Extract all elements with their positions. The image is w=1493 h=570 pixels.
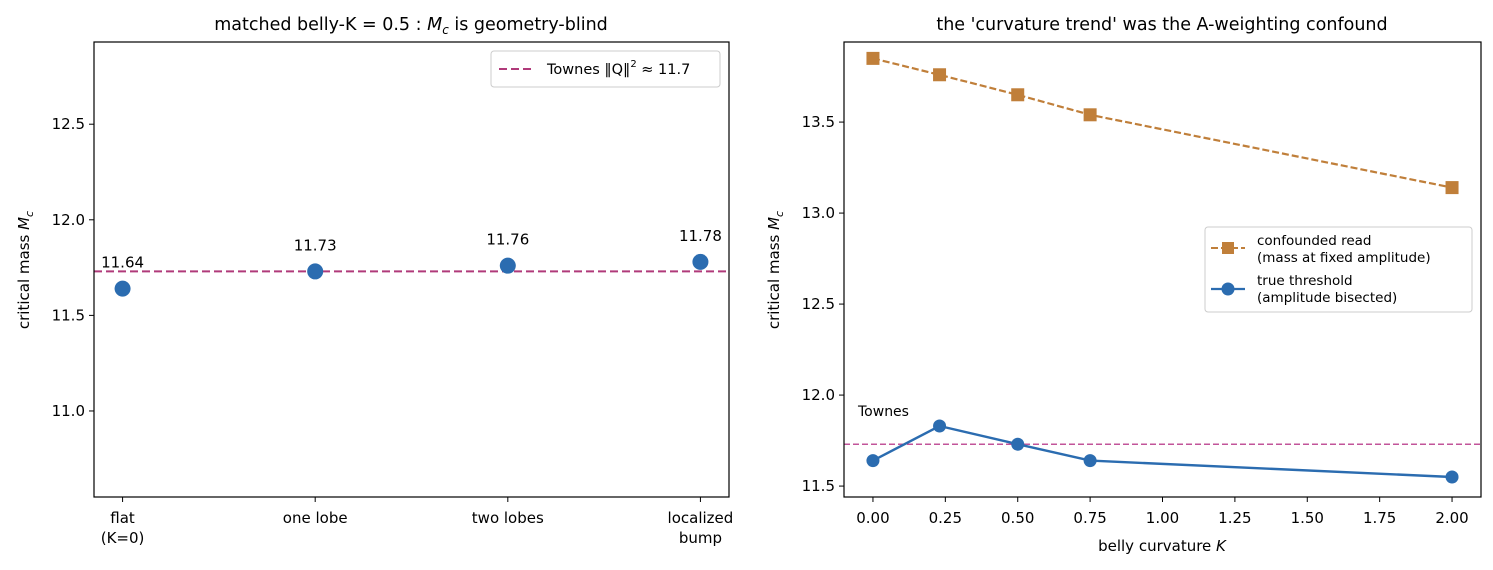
right-y-axis-label: critical mass Mc xyxy=(765,211,786,329)
left-legend-box xyxy=(490,50,721,88)
confounded-series-line xyxy=(872,57,1453,189)
true-threshold-point xyxy=(933,419,947,433)
left-value-label: 11.73 xyxy=(294,236,337,254)
left-data-point xyxy=(307,263,324,280)
left-y-tick-label: 11.0 xyxy=(52,402,85,420)
true-threshold-point xyxy=(1445,470,1459,484)
left-data-point xyxy=(114,280,131,297)
left-data-point xyxy=(499,257,516,274)
left-y-tick-label: 12.0 xyxy=(52,211,85,229)
right-y-tick-label: 12.0 xyxy=(802,386,835,404)
left-value-label: 11.78 xyxy=(679,227,722,245)
confounded-legend-label-line2: (mass at fixed amplitude) xyxy=(1257,250,1431,266)
left-y-tick-label: 12.5 xyxy=(52,115,85,133)
right-x-tick-label: 1.00 xyxy=(1146,509,1179,527)
left-data-point xyxy=(692,253,709,270)
true-threshold-legend-label-line1: true threshold xyxy=(1257,273,1353,289)
left-x-tick-label: localized xyxy=(668,509,734,527)
left-value-labels: 11.64 11.73 11.76 11.78 xyxy=(101,227,722,272)
left-plot-frame xyxy=(93,41,730,498)
right-y-tick-label: 12.5 xyxy=(802,295,835,313)
right-x-tick-label: 0.25 xyxy=(929,509,962,527)
right-x-axis-label: belly curvature K xyxy=(1098,537,1227,555)
true-threshold-series-line xyxy=(872,424,1453,479)
left-chart: matched belly-K = 0.5 : Mc is geometry-b… xyxy=(15,15,733,547)
right-x-tick-label: 0.00 xyxy=(856,509,889,527)
right-chart: the 'curvature trend' was the A-weightin… xyxy=(765,15,1482,555)
left-value-label: 11.76 xyxy=(486,231,529,249)
right-y-tick-label: 13.5 xyxy=(802,113,835,131)
left-chart-title: matched belly-K = 0.5 : Mc is geometry-b… xyxy=(214,15,608,37)
right-x-tick-label: 1.25 xyxy=(1218,509,1251,527)
right-legend: confounded read (mass at fixed amplitude… xyxy=(1204,226,1473,313)
right-series xyxy=(866,51,1459,484)
true-threshold-point xyxy=(1083,454,1097,468)
left-data-points xyxy=(114,253,709,297)
right-x-tick-label: 2.00 xyxy=(1435,509,1468,527)
confounded-legend-marker xyxy=(1222,242,1234,254)
right-x-tick-label: 0.50 xyxy=(1001,509,1034,527)
confounded-point xyxy=(1083,108,1097,122)
right-chart-title: the 'curvature trend' was the A-weightin… xyxy=(936,15,1387,35)
left-x-axis: flat (K=0) one lobe two lobes localized bump xyxy=(101,497,734,547)
left-x-tick-label: one lobe xyxy=(283,509,348,527)
left-y-tick-label: 11.5 xyxy=(52,306,85,324)
left-x-tick-label: flat xyxy=(110,509,135,527)
right-y-tick-label: 13.0 xyxy=(802,204,835,222)
right-x-tick-label: 1.50 xyxy=(1291,509,1324,527)
townes-annotation: Townes xyxy=(857,404,909,420)
confounded-point xyxy=(1445,181,1459,195)
left-x-tick-label: two lobes xyxy=(472,509,544,527)
right-x-tick-label: 0.75 xyxy=(1073,509,1106,527)
left-y-axis: 11.0 11.5 12.0 12.5 xyxy=(52,115,94,420)
left-x-tick-label-line2: bump xyxy=(679,529,722,547)
true-threshold-point xyxy=(866,454,880,468)
right-y-axis: 11.5 12.0 12.5 13.0 13.5 xyxy=(802,113,844,495)
left-x-tick-label-line2: (K=0) xyxy=(101,529,145,547)
townes-legend-label: Townes ‖Q‖2 ≈ 11.7 xyxy=(546,59,690,78)
right-x-axis: 0.00 0.25 0.50 0.75 1.00 1.25 1.50 1.75 2.00 xyxy=(856,497,1469,527)
right-y-tick-label: 11.5 xyxy=(802,477,835,495)
left-legend: Townes ‖Q‖2 ≈ 11.7 xyxy=(490,50,721,88)
confounded-legend-label-line1: confounded read xyxy=(1257,233,1372,249)
true-threshold-legend-marker xyxy=(1221,282,1235,296)
true-threshold-point xyxy=(1011,437,1025,451)
left-value-label: 11.64 xyxy=(101,254,144,272)
left-y-axis-label: critical mass Mc xyxy=(15,211,36,329)
confounded-point xyxy=(933,68,947,82)
confounded-point xyxy=(866,51,880,65)
right-plot-frame xyxy=(843,41,1482,498)
right-legend-box xyxy=(1204,226,1473,313)
right-x-tick-label: 1.75 xyxy=(1363,509,1396,527)
confounded-point xyxy=(1011,88,1025,102)
true-threshold-legend-label-line2: (amplitude bisected) xyxy=(1257,290,1397,306)
